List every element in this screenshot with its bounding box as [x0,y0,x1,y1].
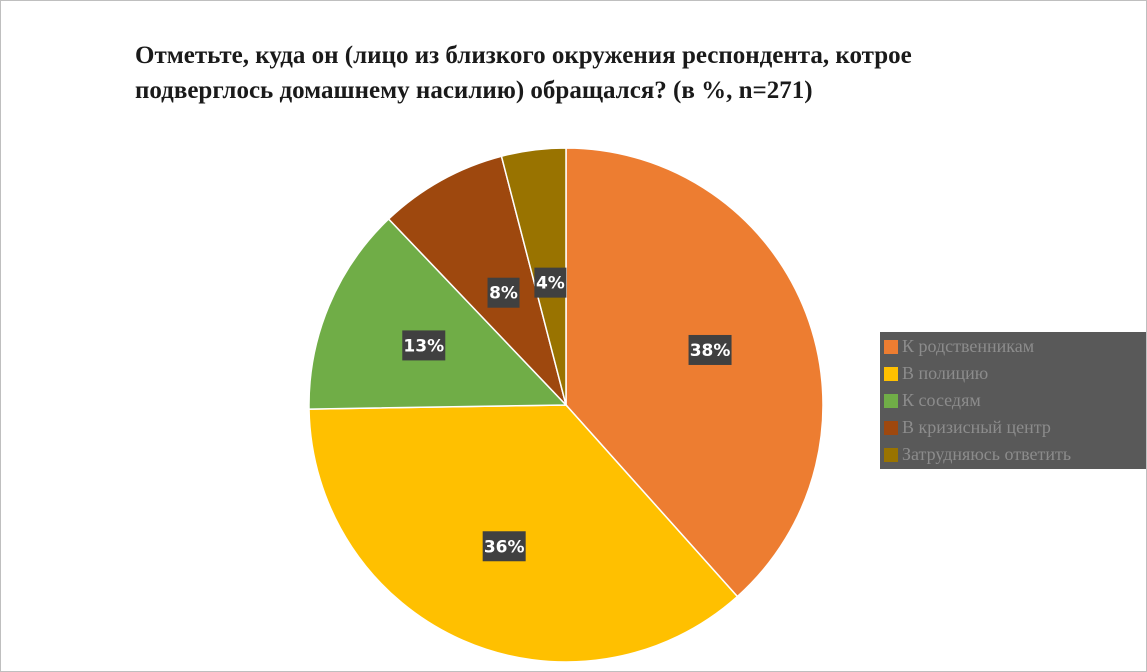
data-label-box [534,267,567,298]
data-label: 38% [690,341,731,361]
data-label: 8% [489,284,518,304]
legend-label: В полицию [902,363,988,383]
data-label: 36% [484,537,525,557]
legend-label: Затрудняюсь ответить [902,444,1071,464]
chart-title: Отметьте, куда он (лицо из близкого окру… [135,42,912,104]
legend-swatch [884,421,898,435]
data-label: 4% [536,274,565,294]
legend-label: В кризисный центр [902,417,1051,437]
data-label-box [487,277,520,308]
data-label-box [688,334,732,365]
legend-box [880,332,1146,469]
legend-label: К родственникам [902,336,1034,356]
legend-swatch [884,394,898,408]
data-label-box [402,330,446,361]
legend-swatch [884,340,898,354]
legend-swatch [884,448,898,462]
pie-slice [308,217,568,410]
legend-label: К соседям [902,390,981,410]
pie-slice [565,147,824,598]
data-label: 13% [403,336,444,356]
legend-swatch [884,367,898,381]
pie-slice [387,155,568,408]
data-label-box [482,531,526,562]
pie-slice [500,147,567,406]
